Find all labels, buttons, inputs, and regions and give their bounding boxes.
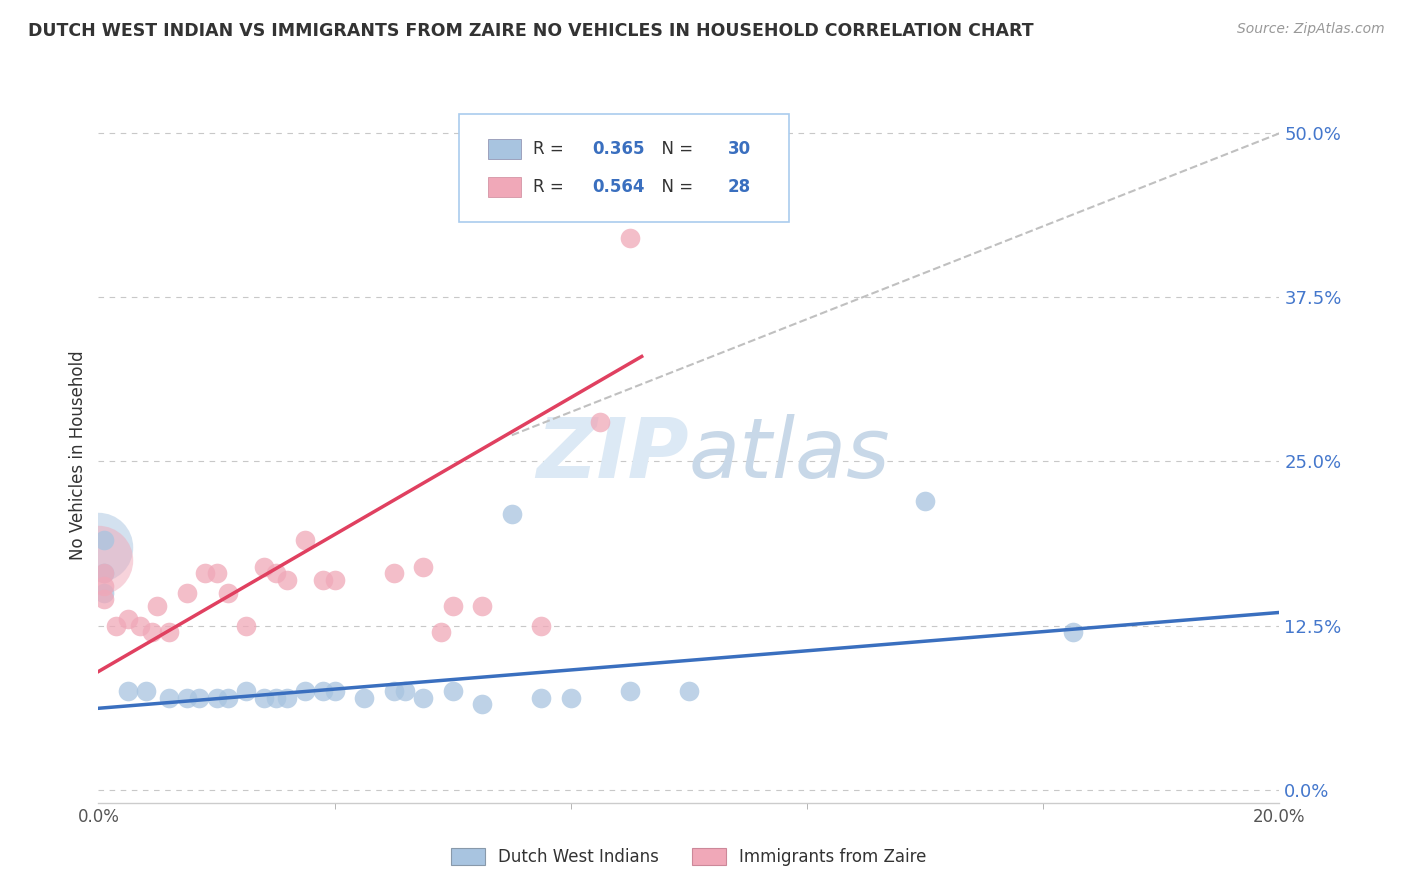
Point	[619, 231, 641, 245]
Point	[276, 690, 298, 705]
FancyBboxPatch shape	[488, 178, 522, 197]
Point	[678, 684, 700, 698]
Point	[253, 690, 276, 705]
Point	[87, 540, 110, 554]
Point	[441, 684, 464, 698]
Point	[353, 690, 375, 705]
Point	[312, 684, 335, 698]
Point	[93, 592, 115, 607]
Point	[235, 684, 257, 698]
Text: N =: N =	[651, 178, 699, 196]
Point	[412, 559, 434, 574]
Point	[1062, 625, 1084, 640]
Point	[205, 566, 228, 580]
Point	[589, 415, 612, 429]
Point	[128, 618, 150, 632]
Point	[187, 690, 209, 705]
Point	[93, 533, 115, 548]
Text: ZIP: ZIP	[536, 415, 689, 495]
Point	[294, 684, 316, 698]
Point	[117, 684, 139, 698]
Point	[217, 690, 239, 705]
Point	[141, 625, 163, 640]
Point	[382, 566, 405, 580]
Text: atlas: atlas	[689, 415, 890, 495]
Point	[530, 690, 553, 705]
Point	[217, 586, 239, 600]
Point	[93, 586, 115, 600]
Point	[176, 586, 198, 600]
Point	[530, 618, 553, 632]
Point	[323, 684, 346, 698]
Point	[914, 494, 936, 508]
Text: 0.365: 0.365	[592, 140, 644, 158]
Text: 28: 28	[728, 178, 751, 196]
FancyBboxPatch shape	[488, 139, 522, 159]
Point	[382, 684, 405, 698]
Point	[93, 566, 115, 580]
Point	[93, 579, 115, 593]
Point	[117, 612, 139, 626]
Point	[294, 533, 316, 548]
Point	[412, 690, 434, 705]
Point	[501, 507, 523, 521]
Point	[276, 573, 298, 587]
Text: 30: 30	[728, 140, 751, 158]
Text: N =: N =	[651, 140, 699, 158]
Point	[235, 618, 257, 632]
Point	[157, 625, 180, 640]
Text: 0.564: 0.564	[592, 178, 644, 196]
Point	[471, 599, 494, 613]
Y-axis label: No Vehicles in Household: No Vehicles in Household	[69, 350, 87, 560]
Point	[441, 599, 464, 613]
Point	[560, 690, 582, 705]
Point	[176, 690, 198, 705]
Point	[471, 698, 494, 712]
Point	[253, 559, 276, 574]
Point	[264, 690, 287, 705]
Point	[264, 566, 287, 580]
FancyBboxPatch shape	[458, 114, 789, 222]
Point	[394, 684, 416, 698]
Point	[430, 625, 453, 640]
Text: R =: R =	[533, 178, 569, 196]
Legend: Dutch West Indians, Immigrants from Zaire: Dutch West Indians, Immigrants from Zair…	[443, 839, 935, 874]
Point	[87, 553, 110, 567]
Point	[93, 566, 115, 580]
Text: DUTCH WEST INDIAN VS IMMIGRANTS FROM ZAIRE NO VEHICLES IN HOUSEHOLD CORRELATION : DUTCH WEST INDIAN VS IMMIGRANTS FROM ZAI…	[28, 22, 1033, 40]
Point	[312, 573, 335, 587]
Point	[157, 690, 180, 705]
Text: R =: R =	[533, 140, 569, 158]
Point	[205, 690, 228, 705]
Text: Source: ZipAtlas.com: Source: ZipAtlas.com	[1237, 22, 1385, 37]
Point	[323, 573, 346, 587]
Point	[135, 684, 157, 698]
Point	[194, 566, 217, 580]
Point	[146, 599, 169, 613]
Point	[619, 684, 641, 698]
Point	[105, 618, 128, 632]
